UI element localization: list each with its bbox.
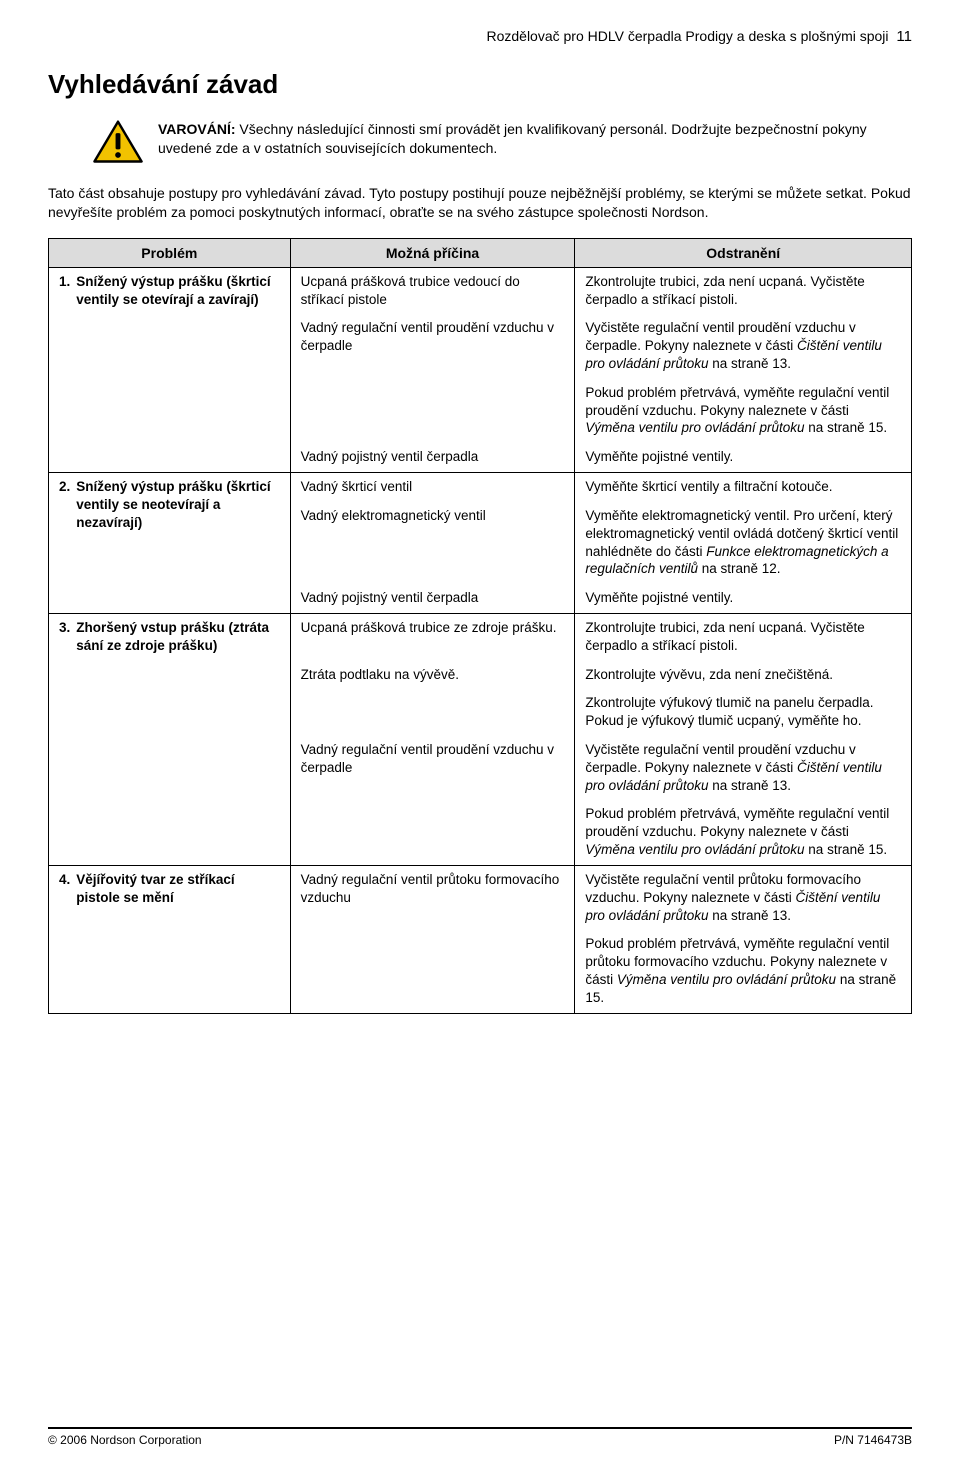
table-row: 2.Snížený výstup prášku (škrticí ventily… — [49, 473, 912, 502]
cause-cell: Ztráta podtlaku na vývěvě. — [290, 661, 575, 690]
col-cause: Možná příčina — [290, 238, 575, 267]
warning-body: Všechny následující činnosti smí provádě… — [158, 121, 867, 156]
table-row: 3.Zhoršený vstup prášku (ztráta sání ze … — [49, 613, 912, 660]
fix-cell: Zkontrolujte výfukový tlumič na panelu č… — [575, 689, 912, 736]
fix-cell: Vyměňte elektromagnetický ventil. Pro ur… — [575, 502, 912, 584]
problem-cell: 4.Vějířovitý tvar ze stříkací pistole se… — [49, 865, 291, 1013]
warning-lead: VAROVÁNÍ: — [158, 121, 236, 137]
page: Rozdělovač pro HDLV čerpadla Prodigy a d… — [0, 0, 960, 1461]
footer-right: P/N 7146473B — [834, 1433, 912, 1447]
fix-cell: Vyčistěte regulační ventil proudění vzdu… — [575, 736, 912, 800]
problem-cell: 1.Snížený výstup prášku (škrticí ventily… — [49, 267, 291, 472]
cause-cell: Vadný elektromagnetický ventil — [290, 502, 575, 584]
fix-cell: Zkontrolujte trubici, zda není ucpaná. V… — [575, 613, 912, 660]
fix-cell: Vyměňte pojistné ventily. — [575, 584, 912, 613]
page-footer: © 2006 Nordson Corporation P/N 7146473B — [48, 1427, 912, 1447]
cause-cell — [290, 800, 575, 865]
troubleshooting-table: Problém Možná příčina Odstranění 1.Sníže… — [48, 238, 912, 1014]
cause-cell: Ucpaná prášková trubice ze zdroje prášku… — [290, 613, 575, 660]
cause-cell: Vadný regulační ventil proudění vzduchu … — [290, 736, 575, 800]
problem-text: Snížený výstup prášku (škrticí ventily s… — [76, 478, 279, 531]
intro-paragraph: Tato část obsahuje postupy pro vyhledává… — [48, 184, 912, 222]
problem-number: 1. — [59, 273, 70, 309]
warning-block: VAROVÁNÍ: Všechny následující činnosti s… — [92, 118, 912, 166]
fix-cell: Zkontrolujte trubici, zda není ucpaná. V… — [575, 267, 912, 314]
problem-text: Vějířovitý tvar ze stříkací pistole se m… — [76, 871, 279, 907]
warning-text: VAROVÁNÍ: Všechny následující činnosti s… — [158, 118, 912, 158]
fix-cell: Pokud problém přetrvává, vyměňte regulač… — [575, 379, 912, 443]
running-head-title: Rozdělovač pro HDLV čerpadla Prodigy a d… — [486, 28, 888, 44]
problem-number: 3. — [59, 619, 70, 655]
page-number: 11 — [896, 28, 912, 45]
cause-cell: Ucpaná prášková trubice vedoucí do střík… — [290, 267, 575, 314]
fix-cell: Pokud problém přetrvává, vyměňte regulač… — [575, 930, 912, 1013]
cause-cell: Vadný regulační ventil proudění vzduchu … — [290, 314, 575, 378]
cause-cell — [290, 379, 575, 443]
col-fix: Odstranění — [575, 238, 912, 267]
problem-number: 2. — [59, 478, 70, 531]
running-head: Rozdělovač pro HDLV čerpadla Prodigy a d… — [48, 28, 912, 45]
problem-text: Snížený výstup prášku (škrticí ventily s… — [76, 273, 279, 309]
table-header-row: Problém Možná příčina Odstranění — [49, 238, 912, 267]
footer-left: © 2006 Nordson Corporation — [48, 1433, 202, 1447]
section-title: Vyhledávání závad — [48, 69, 912, 100]
cause-cell: Vadný pojistný ventil čerpadla — [290, 584, 575, 613]
cause-cell — [290, 930, 575, 1013]
problem-number: 4. — [59, 871, 70, 907]
table-row: 4.Vějířovitý tvar ze stříkací pistole se… — [49, 865, 912, 930]
table-row: 1.Snížený výstup prášku (škrticí ventily… — [49, 267, 912, 314]
fix-cell: Vyčistěte regulační ventil průtoku formo… — [575, 865, 912, 930]
col-problem: Problém — [49, 238, 291, 267]
fix-cell: Pokud problém přetrvává, vyměňte regulač… — [575, 800, 912, 865]
warning-icon — [92, 118, 144, 166]
cause-cell: Vadný regulační ventil průtoku formovací… — [290, 865, 575, 930]
fix-cell: Zkontrolujte vývěvu, zda není znečištěná… — [575, 661, 912, 690]
cause-cell: Vadný pojistný ventil čerpadla — [290, 443, 575, 472]
fix-cell: Vyměňte pojistné ventily. — [575, 443, 912, 472]
problem-cell: 3.Zhoršený vstup prášku (ztráta sání ze … — [49, 613, 291, 865]
cause-cell: Vadný škrticí ventil — [290, 473, 575, 502]
fix-cell: Vyměňte škrticí ventily a filtrační koto… — [575, 473, 912, 502]
fix-cell: Vyčistěte regulační ventil proudění vzdu… — [575, 314, 912, 378]
problem-text: Zhoršený vstup prášku (ztráta sání ze zd… — [76, 619, 279, 655]
cause-cell — [290, 689, 575, 736]
problem-cell: 2.Snížený výstup prášku (škrticí ventily… — [49, 473, 291, 614]
